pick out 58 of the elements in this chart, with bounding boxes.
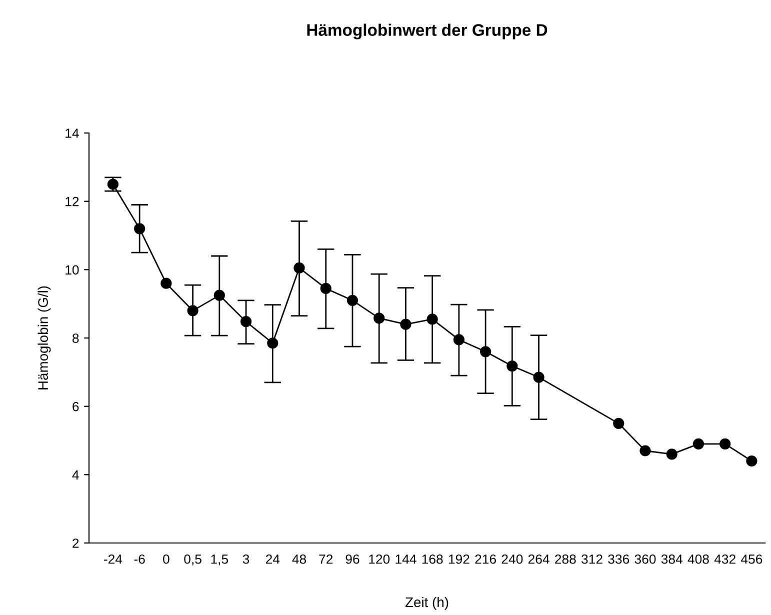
point: [374, 312, 385, 324]
point: [506, 360, 518, 372]
point: [613, 418, 624, 429]
point: [666, 448, 678, 460]
point: [214, 290, 225, 301]
x-tick-label: 288: [555, 554, 576, 564]
point: [400, 318, 412, 330]
x-tick-label: 384: [661, 554, 682, 564]
point: [746, 455, 758, 467]
x-tick-label: 408: [688, 554, 709, 564]
x-tick-label: 432: [714, 554, 736, 564]
x-tick-label: -24: [104, 554, 122, 564]
y-tick-label: 6: [72, 402, 79, 412]
point: [640, 445, 651, 456]
x-tick-label: 240: [502, 554, 523, 564]
y-axis-title: Hämoglobin (G/l): [38, 286, 51, 390]
x-tick-label: 0: [163, 554, 170, 564]
point: [107, 178, 119, 190]
x-tick-label: 24: [266, 554, 280, 564]
point: [187, 305, 198, 316]
point: [480, 346, 492, 358]
point: [426, 314, 438, 325]
point: [453, 334, 464, 346]
x-axis-title: Zeit (h): [405, 596, 448, 610]
chart-title: Hämoglobinwert der Gruppe D: [307, 24, 548, 40]
x-tick-label: 336: [608, 554, 630, 564]
x-tick-label: 144: [396, 554, 416, 564]
point: [294, 262, 305, 274]
x-tick-label: 168: [422, 554, 443, 564]
x-tick-label: 0,5: [184, 554, 202, 566]
x-tick-label: 120: [369, 554, 390, 564]
point: [320, 282, 332, 294]
x-tick-label: 216: [475, 554, 496, 564]
x-tick-label: 192: [448, 554, 470, 564]
point: [240, 316, 252, 328]
x-tick-label: 312: [582, 554, 602, 564]
x-tick-label: 456: [740, 554, 762, 564]
x-tick-label: 360: [634, 554, 656, 564]
y-tick-label: 4: [72, 470, 79, 480]
x-tick-label: 72: [319, 554, 333, 564]
y-tick-label: 14: [66, 128, 79, 138]
point: [533, 372, 544, 383]
point: [160, 278, 172, 289]
x-tick-label: -6: [134, 554, 145, 564]
point: [692, 438, 704, 450]
x-tick-label: 96: [346, 554, 360, 564]
y-tick-label: 2: [72, 538, 79, 548]
y-tick-label: 8: [72, 334, 79, 343]
y-tick-label: 10: [66, 265, 79, 275]
x-tick-label: 1,5: [211, 554, 228, 566]
y-tick-label: 12: [66, 196, 79, 206]
x-tick-label: 3: [242, 554, 250, 564]
point: [346, 294, 358, 306]
point: [134, 223, 146, 234]
point: [720, 438, 731, 450]
x-tick-label: 48: [292, 554, 306, 564]
x-tick-label: 264: [528, 554, 550, 564]
point: [267, 338, 278, 349]
